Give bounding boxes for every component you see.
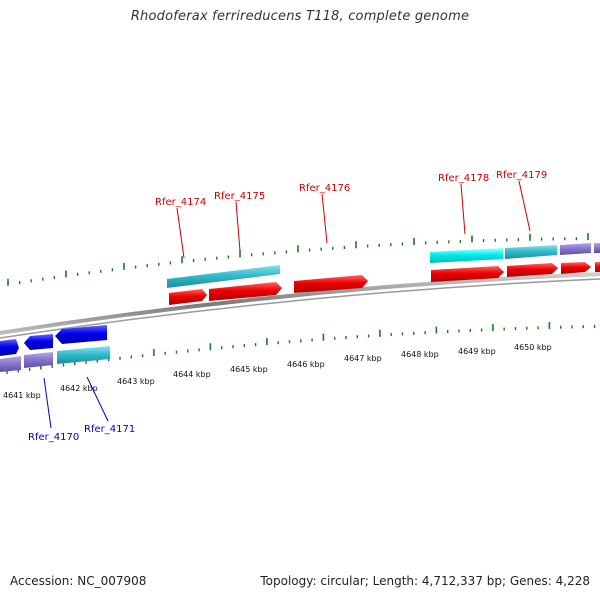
cds-arrow-next[interactable]	[561, 262, 591, 274]
cds-arrow-edge[interactable]	[595, 262, 600, 272]
cds-arrow-rfer-4175[interactable]	[209, 282, 282, 301]
gene-label[interactable]: Rfer_4179	[496, 170, 547, 181]
gene-label[interactable]: Rfer_4175	[214, 191, 265, 202]
cds-arrow-rfer-4170[interactable]	[24, 334, 53, 350]
cds-arrow-rfer-4179[interactable]	[507, 263, 558, 277]
gene-label-leader	[86, 376, 109, 422]
scale-label: 4650 kbp	[514, 343, 552, 352]
gene-track-rfer-4178[interactable]	[430, 248, 503, 263]
scale-labels: 4641 kbp 4642 kbp 4643 kbp 4644 kbp 4645 kbp…	[3, 343, 552, 400]
gene-track-rfer-4171[interactable]	[57, 346, 110, 364]
cds-arrow-rfer-4178[interactable]	[431, 266, 504, 282]
gene-label-leader	[321, 193, 328, 244]
scale-label: 4648 kbp	[401, 350, 439, 359]
gene-label-leader	[235, 201, 241, 252]
scale-label: 4649 kbp	[458, 347, 496, 356]
genome-summary-text: Topology: circular; Length: 4,712,337 bp…	[260, 574, 590, 588]
gene-label[interactable]: Rfer_4171	[84, 424, 135, 435]
cds-arrow-rfer-4176[interactable]	[294, 275, 368, 293]
cds-arrow-rfer-4171[interactable]	[55, 325, 107, 344]
gene-track-rfer-4179[interactable]	[505, 245, 557, 259]
cds-arrow-rfer-4174[interactable]	[169, 289, 207, 305]
genome-backbone	[0, 272, 600, 335]
scale-label: 4642 kbp	[60, 384, 98, 393]
gene-track-rfer-4170[interactable]	[24, 352, 53, 368]
scale-label: 4643 kbp	[117, 377, 155, 386]
gene-label-leader	[518, 180, 531, 232]
gene-track-rfer-4174[interactable]	[167, 265, 280, 288]
accession-text: Accession: NC_007908	[10, 574, 147, 588]
gene-label[interactable]: Rfer_4174	[155, 197, 206, 208]
genome-backbone-inner	[0, 278, 600, 339]
gene-label-leader	[460, 183, 466, 235]
map-title: Rhodoferax ferrireducens T118, complete …	[130, 9, 470, 24]
scale-label: 4644 kbp	[173, 370, 211, 379]
gene-label-leader	[43, 377, 52, 429]
gene-label-leader	[176, 207, 185, 259]
feature-purple-edge[interactable]	[594, 243, 600, 253]
scale-label: 4641 kbp	[3, 391, 41, 400]
gene-label[interactable]: Rfer_4170	[28, 432, 79, 443]
scale-label: 4645 kbp	[230, 365, 268, 374]
gene-label[interactable]: Rfer_4178	[438, 173, 489, 184]
cds-arrow-rfer-4169[interactable]	[0, 339, 19, 356]
scale-label: 4647 kbp	[344, 354, 382, 363]
scale-label: 4646 kbp	[287, 360, 325, 369]
feature-purple-right[interactable]	[560, 243, 591, 255]
gene-label[interactable]: Rfer_4176	[299, 183, 350, 194]
inner-scale-ticks	[6, 322, 596, 375]
gene-labels: Rfer_4174 Rfer_4175 Rfer_4176 Rfer_4178 Rfer…	[28, 170, 547, 443]
feature-purple-left[interactable]	[0, 356, 21, 372]
outer-scale-ticks	[7, 233, 589, 286]
